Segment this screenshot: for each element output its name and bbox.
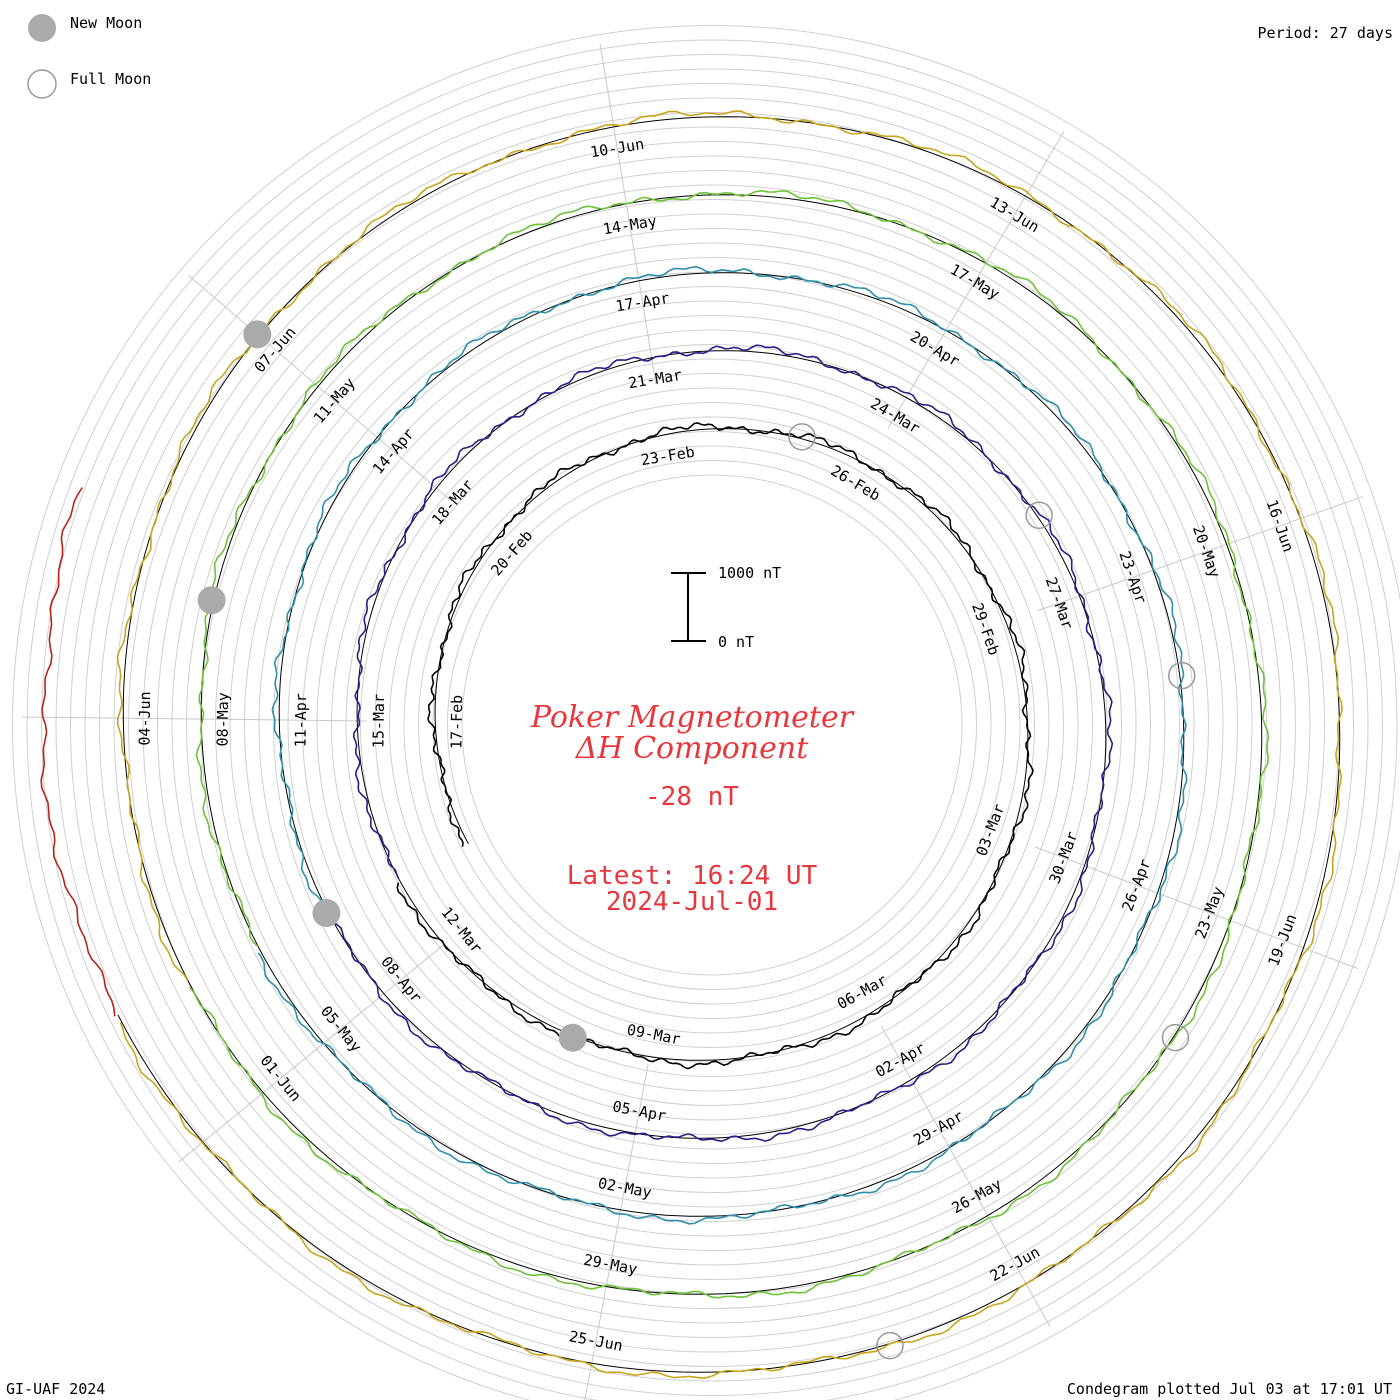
date-label: 23-Apr [1115,549,1150,606]
day-spoke [1034,846,1358,969]
current-value: -28 nT [645,782,739,812]
trace-cycle-02-Jun [116,110,1343,1380]
scale-bar-bottom-label: 0 nT [718,633,754,651]
new-moon-marker [558,1023,587,1052]
grid-ring [461,474,963,976]
date-label: 11-Apr [291,693,310,747]
grid-ring [41,54,1383,1396]
trace-cycle-15-Feb [396,422,1034,1070]
date-label: 20-Feb [487,527,536,580]
chart-title-line1: Poker Magnetometer [530,700,855,735]
day-spoke [177,943,446,1163]
date-label: 23-Feb [640,443,696,470]
trace-cycle-09-Apr [257,265,1188,1225]
date-label: 14-May [602,212,658,239]
grid-ring [70,83,1354,1367]
date-label: 10-Jun [589,135,645,162]
period-label: Period: 27 days [1258,24,1393,42]
scale-bar-top-label: 1000 nT [718,564,781,582]
full-moon-marker [1161,1023,1190,1052]
day-spoke [584,1063,649,1400]
grid-ring [244,257,1180,1193]
date-label: 17-Feb [447,695,466,749]
grid-ring [287,300,1137,1150]
day-spoke [887,131,1065,429]
date-label: 26-Apr [1118,857,1154,914]
grid-ring [171,184,1253,1266]
date-label: 02-May [597,1174,654,1202]
chart-title-line2: ΔH Component [575,731,809,766]
moon-markers [197,320,1196,1360]
grid-ring [186,199,1238,1251]
grid-ring [302,315,1122,1135]
new-moon-marker [243,320,272,349]
day-spoke [1037,496,1364,612]
grid-ring [345,358,1079,1092]
full-moon-legend-icon [27,69,57,99]
trace-cycle-06-May [189,189,1270,1299]
data-traces [40,110,1343,1380]
grid-ring [418,431,1006,1019]
day-spoke [188,274,451,501]
grid-ring [447,460,977,990]
grid-ring [113,126,1311,1324]
trace-cycle-13-Mar [327,344,1114,1143]
full-moon-marker [1025,501,1053,530]
grid-ring [229,242,1195,1208]
date-label: 26-Feb [828,461,884,504]
grid-ring [128,141,1296,1309]
grid-ring [389,402,1035,1048]
date-label: 29-May [582,1251,639,1279]
date-label: 27-Mar [1042,575,1077,632]
latest-date: 2024-Jul-01 [606,887,778,917]
new-moon-marker [197,586,226,615]
grid-ring [360,373,1064,1077]
day-spoke [599,44,657,385]
new-moon-marker [312,899,341,928]
date-label: 18-Mar [428,476,477,529]
trace-cycle-29-Jun [40,487,116,1017]
date-label: 21-Mar [627,366,683,393]
footer-credit: GI-UAF 2024 [6,1380,105,1398]
reference-spiral [117,116,1341,1373]
grid-ring [55,68,1369,1382]
grid-ring [12,25,1400,1400]
new-moon-legend-label: New Moon [70,14,142,32]
reference-spiral-line [117,116,1341,1373]
new-moon-legend-icon [28,14,56,42]
date-label: 08-Apr [377,953,425,1006]
grid-ring [157,170,1267,1280]
latest-time: Latest: 16:24 UT [567,861,818,891]
day-spoke [22,716,368,722]
grid-ring [273,286,1151,1164]
date-label: 24-Mar [867,394,923,437]
date-label: 17-Apr [614,289,670,316]
full-moon-marker [876,1331,904,1360]
grid-ring [84,97,1340,1353]
date-label: 05-May [317,1002,365,1055]
footer-plotted: Condegram plotted Jul 03 at 17:01 UT [1067,1380,1392,1398]
date-label: 08-May [213,692,232,746]
full-moon-legend-label: Full Moon [70,70,151,88]
grid-ring [331,344,1093,1106]
grid-ring [215,228,1209,1222]
date-label: 20-May [1189,523,1224,580]
grid-rings [12,25,1400,1400]
full-moon-marker [1167,661,1196,690]
full-moon-marker [788,423,816,451]
grid-ring [403,416,1021,1034]
grid-ring [99,112,1325,1338]
grid-ring [316,329,1108,1121]
date-label: 15-Mar [369,694,388,748]
day-spoke [880,1025,1051,1327]
date-label: 09-Mar [625,1021,682,1049]
date-label: 04-Jun [135,691,154,745]
date-label: 25-Jun [568,1327,625,1355]
date-label: 23-May [1191,884,1227,941]
grid-ring [26,39,1398,1400]
scale-bar: 1000 nT 0 nT [671,564,781,651]
